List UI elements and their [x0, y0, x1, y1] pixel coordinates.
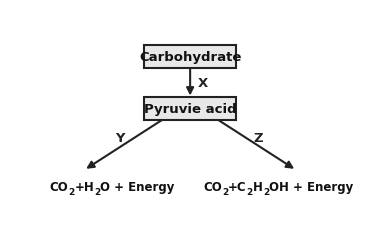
- Text: Pyruvie acid: Pyruvie acid: [144, 103, 236, 116]
- FancyBboxPatch shape: [144, 46, 236, 68]
- Text: Carbohydrate: Carbohydrate: [139, 50, 241, 63]
- Text: Y: Y: [115, 132, 124, 145]
- FancyBboxPatch shape: [144, 98, 236, 121]
- Text: Z: Z: [253, 132, 263, 145]
- Text: +C: +C: [228, 180, 247, 193]
- Text: CO: CO: [49, 180, 68, 193]
- Text: 2: 2: [247, 187, 253, 196]
- Text: 2: 2: [68, 187, 74, 196]
- Text: X: X: [197, 77, 208, 90]
- Text: 2: 2: [263, 187, 269, 196]
- Text: CO: CO: [203, 180, 222, 193]
- Text: OH + Energy: OH + Energy: [269, 180, 353, 193]
- Text: 2: 2: [222, 187, 228, 196]
- Text: H: H: [253, 180, 263, 193]
- Text: 2: 2: [94, 187, 100, 196]
- Text: +H: +H: [74, 180, 94, 193]
- Text: O + Energy: O + Energy: [100, 180, 175, 193]
